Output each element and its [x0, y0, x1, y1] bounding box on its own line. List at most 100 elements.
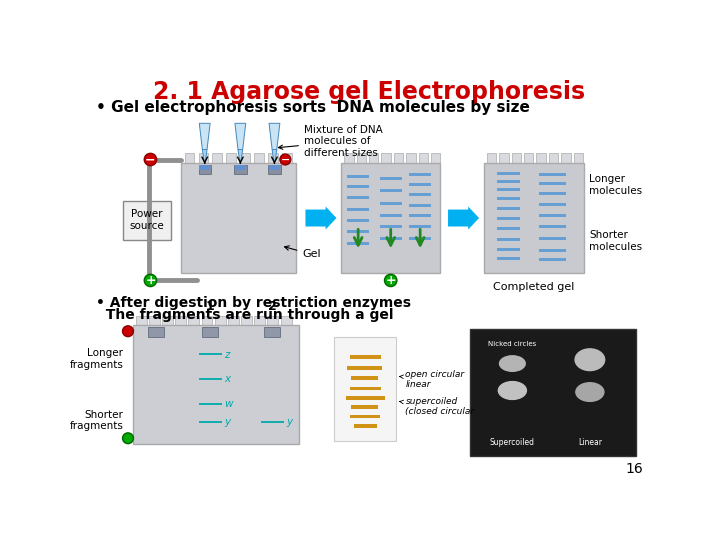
Bar — [497, 257, 520, 260]
Bar — [497, 207, 520, 210]
Bar — [409, 183, 431, 186]
FancyBboxPatch shape — [267, 316, 279, 327]
Bar — [347, 197, 369, 199]
Text: Linear: Linear — [578, 437, 602, 447]
Text: 2: 2 — [268, 300, 276, 313]
Bar — [347, 208, 369, 211]
Bar — [199, 403, 222, 405]
Polygon shape — [238, 150, 243, 160]
Bar — [539, 225, 566, 228]
Text: +: + — [385, 274, 396, 287]
Bar — [497, 172, 520, 174]
FancyBboxPatch shape — [418, 153, 428, 164]
FancyBboxPatch shape — [184, 153, 194, 164]
Bar — [539, 214, 566, 217]
Circle shape — [280, 154, 291, 165]
Bar — [409, 173, 431, 176]
Bar — [347, 231, 369, 233]
Bar — [380, 237, 402, 240]
FancyBboxPatch shape — [406, 153, 415, 164]
FancyBboxPatch shape — [282, 153, 292, 164]
Text: Shorter
molecules: Shorter molecules — [589, 231, 642, 252]
Polygon shape — [202, 150, 207, 160]
FancyBboxPatch shape — [269, 153, 277, 164]
FancyBboxPatch shape — [431, 153, 441, 164]
Text: z: z — [224, 349, 230, 360]
FancyBboxPatch shape — [561, 153, 570, 164]
Polygon shape — [272, 150, 276, 160]
Bar — [380, 201, 402, 205]
FancyBboxPatch shape — [524, 153, 534, 164]
Bar — [409, 204, 431, 207]
Bar — [539, 237, 566, 240]
Text: Longer
molecules: Longer molecules — [589, 174, 642, 195]
Bar — [539, 202, 566, 206]
FancyBboxPatch shape — [199, 153, 208, 164]
Text: 2. 1 Agarose gel Electrophoresis: 2. 1 Agarose gel Electrophoresis — [153, 80, 585, 104]
FancyBboxPatch shape — [132, 325, 300, 444]
Bar — [202, 327, 218, 338]
Circle shape — [144, 274, 157, 287]
FancyBboxPatch shape — [202, 316, 212, 327]
Bar — [148, 327, 163, 338]
Text: Completed gel: Completed gel — [493, 282, 575, 292]
Bar — [497, 188, 520, 191]
Bar — [409, 193, 431, 197]
Bar — [356, 338, 368, 346]
Bar — [235, 165, 246, 170]
Bar — [497, 227, 520, 231]
Bar — [350, 355, 381, 359]
Text: 16: 16 — [626, 462, 644, 476]
FancyBboxPatch shape — [162, 316, 173, 327]
FancyBboxPatch shape — [334, 336, 396, 441]
Bar — [497, 198, 520, 200]
FancyBboxPatch shape — [189, 316, 199, 327]
Bar — [380, 189, 402, 192]
Bar — [409, 214, 431, 217]
Circle shape — [384, 274, 397, 287]
Bar — [199, 378, 222, 380]
FancyBboxPatch shape — [181, 164, 296, 273]
Bar — [199, 165, 211, 174]
Text: The fragments are run through a gel: The fragments are run through a gel — [96, 308, 394, 322]
Text: −: − — [145, 153, 156, 166]
Bar — [199, 353, 222, 355]
FancyBboxPatch shape — [356, 153, 366, 164]
Bar — [261, 421, 284, 423]
Bar — [351, 376, 378, 380]
Bar — [264, 327, 280, 338]
Bar — [539, 249, 566, 252]
Bar — [347, 185, 369, 188]
FancyBboxPatch shape — [241, 316, 252, 327]
Bar — [374, 338, 386, 346]
Text: y: y — [224, 417, 230, 428]
Bar — [409, 225, 431, 228]
Bar — [199, 421, 222, 423]
Text: • After digestion by restriction enzymes: • After digestion by restriction enzymes — [96, 296, 411, 310]
Bar — [380, 225, 402, 228]
Bar — [350, 387, 381, 390]
Text: Gel: Gel — [284, 246, 321, 259]
FancyBboxPatch shape — [215, 316, 225, 327]
FancyBboxPatch shape — [136, 316, 147, 327]
FancyBboxPatch shape — [487, 153, 496, 164]
Bar — [346, 396, 384, 400]
FancyBboxPatch shape — [212, 153, 222, 164]
Bar — [338, 338, 351, 346]
Bar — [234, 165, 246, 174]
Polygon shape — [235, 123, 246, 150]
Ellipse shape — [575, 348, 606, 372]
FancyBboxPatch shape — [149, 316, 160, 327]
Bar — [347, 175, 369, 178]
FancyBboxPatch shape — [484, 164, 585, 273]
FancyBboxPatch shape — [226, 153, 235, 164]
FancyBboxPatch shape — [549, 153, 558, 164]
Text: Nicked circles: Nicked circles — [488, 341, 536, 347]
Text: x: x — [224, 374, 230, 384]
Polygon shape — [199, 123, 210, 150]
Bar — [539, 173, 566, 176]
Bar — [354, 424, 377, 428]
Circle shape — [122, 433, 133, 444]
Bar — [380, 177, 402, 180]
Bar — [380, 214, 402, 217]
